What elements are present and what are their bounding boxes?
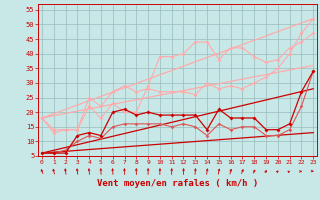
X-axis label: Vent moyen/en rafales ( km/h ): Vent moyen/en rafales ( km/h ) bbox=[97, 179, 258, 188]
